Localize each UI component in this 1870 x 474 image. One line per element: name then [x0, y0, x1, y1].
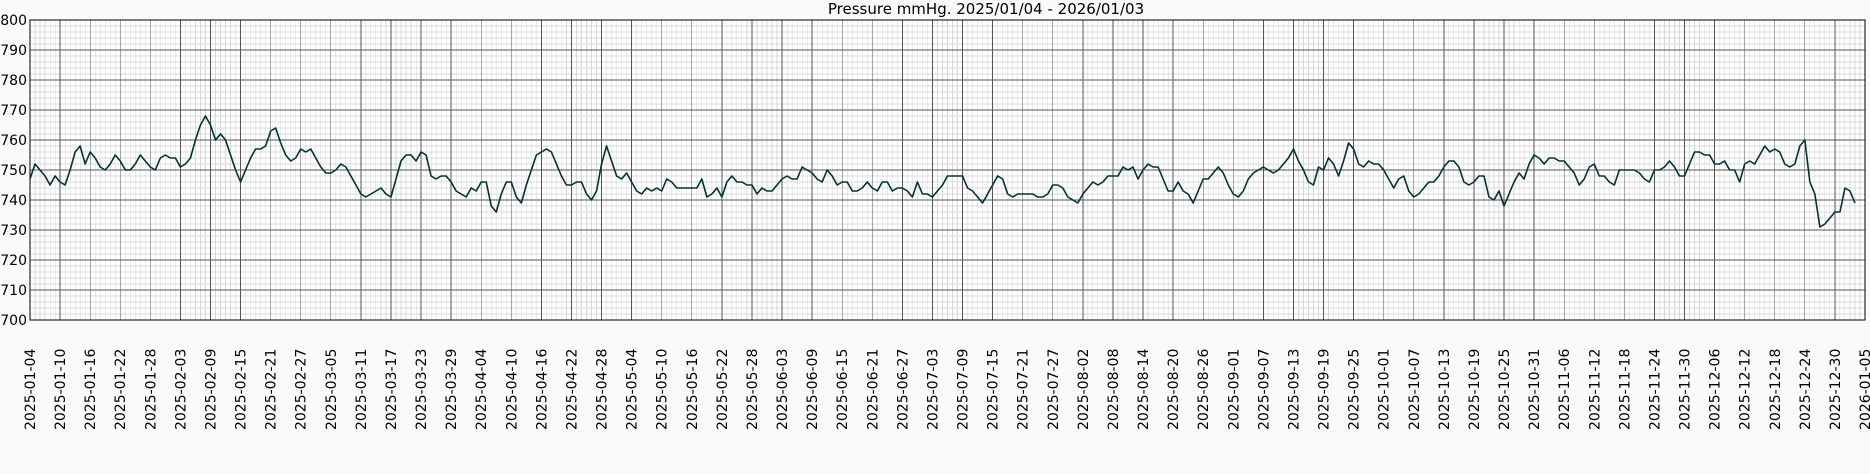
chart-title: Pressure mmHg. 2025/01/04 - 2026/01/03 [828, 0, 1144, 18]
x-tick-label: 2025-04-22 [564, 349, 580, 430]
x-tick-label: 2025-08-26 [1196, 349, 1212, 430]
x-tick-label: 2025-12-24 [1798, 349, 1814, 430]
y-tick-label: 780 [0, 73, 27, 89]
x-tick-label: 2025-12-18 [1768, 349, 1784, 430]
x-tick-label: 2025-02-03 [173, 349, 189, 430]
y-tick-label: 700 [0, 313, 27, 329]
x-tick-label: 2025-07-27 [1046, 349, 1062, 430]
x-tick-label: 2025-08-14 [1136, 349, 1152, 430]
x-tick-label: 2026-01-05 [1858, 349, 1870, 430]
x-tick-label: 2025-01-22 [113, 349, 129, 430]
x-tick-label: 2025-11-12 [1587, 349, 1603, 430]
x-tick-label: 2025-01-10 [53, 349, 69, 430]
x-tick-label: 2025-02-09 [203, 349, 219, 430]
x-tick-label: 2025-12-12 [1738, 349, 1754, 430]
series-line-1 [29, 115, 1856, 228]
y-tick-label: 790 [0, 43, 27, 59]
x-tick-label: 2025-09-01 [1226, 349, 1242, 430]
x-tick-label: 2025-04-04 [474, 349, 490, 430]
x-tick-label: 2025-07-21 [1016, 349, 1032, 430]
x-tick-label: 2025-09-25 [1347, 349, 1363, 430]
x-tick-label: 2025-04-28 [595, 349, 611, 430]
x-tick-label: 2025-06-27 [895, 349, 911, 430]
x-tick-label: 2025-03-29 [444, 349, 460, 430]
x-tick-label: 2025-05-22 [715, 349, 731, 430]
x-tick-label: 2025-02-27 [294, 349, 310, 430]
plot-area: 700 710 720 730 740 750 760 770 780 790 800 2025-01… [0, 13, 1870, 430]
x-tick-label: 2025-06-21 [865, 349, 881, 430]
y-tick-label: 710 [0, 283, 27, 299]
plot-frame [29, 19, 1866, 321]
x-tick-label: 2025-08-02 [1076, 349, 1092, 430]
x-tick-label: 2025-10-01 [1377, 349, 1393, 430]
x-tick-label: 2025-06-15 [835, 349, 851, 430]
x-tick-label: 2025-03-23 [414, 349, 430, 430]
y-tick-label: 770 [0, 103, 27, 119]
x-tick-label: 2025-03-17 [384, 349, 400, 430]
y-tick-label: 800 [0, 13, 27, 29]
x-tick-label: 2025-04-10 [504, 349, 520, 430]
x-tick-label: 2025-11-24 [1647, 349, 1663, 430]
x-tick-label: 2025-07-09 [956, 349, 972, 430]
x-tick-label: 2025-06-09 [805, 349, 821, 430]
x-tick-label: 2025-07-03 [925, 349, 941, 430]
x-tick-label: 2025-03-11 [354, 349, 370, 430]
x-tick-label: 2025-02-15 [234, 349, 250, 430]
x-tick-label: 2025-10-07 [1407, 349, 1423, 430]
x-tick-label: 2025-08-20 [1166, 349, 1182, 430]
x-tick-label: 2025-11-18 [1617, 349, 1633, 430]
x-tick-label: 2025-09-19 [1317, 349, 1333, 430]
x-tick-label: 2025-10-25 [1497, 349, 1513, 430]
x-tick-label: 2025-10-13 [1437, 349, 1453, 430]
y-tick-label: 740 [0, 193, 27, 209]
x-tick-label: 2025-05-04 [625, 349, 641, 430]
x-tick-label: 2025-05-10 [655, 349, 671, 430]
x-tick-label: 2025-02-21 [264, 349, 280, 430]
x-tick-label: 2025-06-03 [775, 349, 791, 430]
y-tick-label: 730 [0, 223, 27, 239]
y-tick-label: 720 [0, 253, 27, 269]
x-tick-label: 2025-01-16 [83, 349, 99, 430]
x-tick-label: 2025-07-15 [986, 349, 1002, 430]
x-tick-label: 2025-12-30 [1828, 349, 1844, 430]
x-tick-label: 2025-05-16 [685, 349, 701, 430]
x-tick-label: 2025-10-31 [1527, 349, 1543, 430]
x-tick-label: 2025-04-16 [534, 349, 550, 430]
x-tick-label: 2025-12-06 [1708, 349, 1724, 430]
y-tick-label: 750 [0, 163, 27, 179]
x-tick-label: 2025-09-07 [1256, 349, 1272, 430]
x-tick-label: 2025-08-08 [1106, 349, 1122, 430]
y-tick-label: 760 [0, 133, 27, 149]
x-tick-label: 2025-11-30 [1678, 349, 1694, 430]
x-tick-label: 2025-01-04 [23, 349, 39, 430]
x-tick-label: 2025-03-05 [324, 349, 340, 430]
x-tick-label: 2025-09-13 [1286, 349, 1302, 430]
x-tick-label: 2025-10-19 [1467, 349, 1483, 430]
x-tick-label: 2025-11-06 [1557, 349, 1573, 430]
x-tick-label: 2025-01-28 [143, 349, 159, 430]
x-tick-label: 2025-05-28 [745, 349, 761, 430]
